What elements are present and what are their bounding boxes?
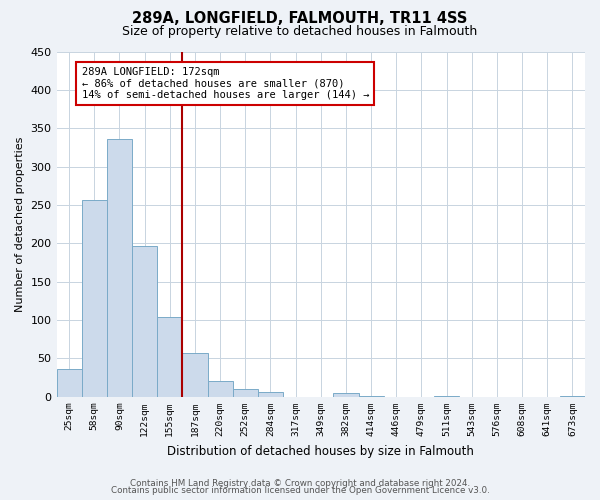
- Bar: [182, 353, 208, 397]
- Bar: [82, 200, 107, 397]
- Bar: [233, 389, 258, 397]
- Bar: [434, 396, 459, 397]
- Text: Size of property relative to detached houses in Falmouth: Size of property relative to detached ho…: [122, 25, 478, 38]
- Text: 289A LONGFIELD: 172sqm
← 86% of detached houses are smaller (870)
14% of semi-de: 289A LONGFIELD: 172sqm ← 86% of detached…: [82, 67, 369, 100]
- Bar: [107, 139, 132, 397]
- Y-axis label: Number of detached properties: Number of detached properties: [15, 136, 25, 312]
- Text: 289A, LONGFIELD, FALMOUTH, TR11 4SS: 289A, LONGFIELD, FALMOUTH, TR11 4SS: [133, 11, 467, 26]
- Text: Contains HM Land Registry data © Crown copyright and database right 2024.: Contains HM Land Registry data © Crown c…: [130, 478, 470, 488]
- Bar: [208, 382, 233, 397]
- Bar: [132, 246, 157, 397]
- Bar: [334, 393, 359, 397]
- Bar: [157, 317, 182, 397]
- Bar: [359, 396, 383, 397]
- Bar: [258, 392, 283, 397]
- Bar: [56, 369, 82, 397]
- Text: Contains public sector information licensed under the Open Government Licence v3: Contains public sector information licen…: [110, 486, 490, 495]
- X-axis label: Distribution of detached houses by size in Falmouth: Distribution of detached houses by size …: [167, 444, 474, 458]
- Bar: [560, 396, 585, 397]
